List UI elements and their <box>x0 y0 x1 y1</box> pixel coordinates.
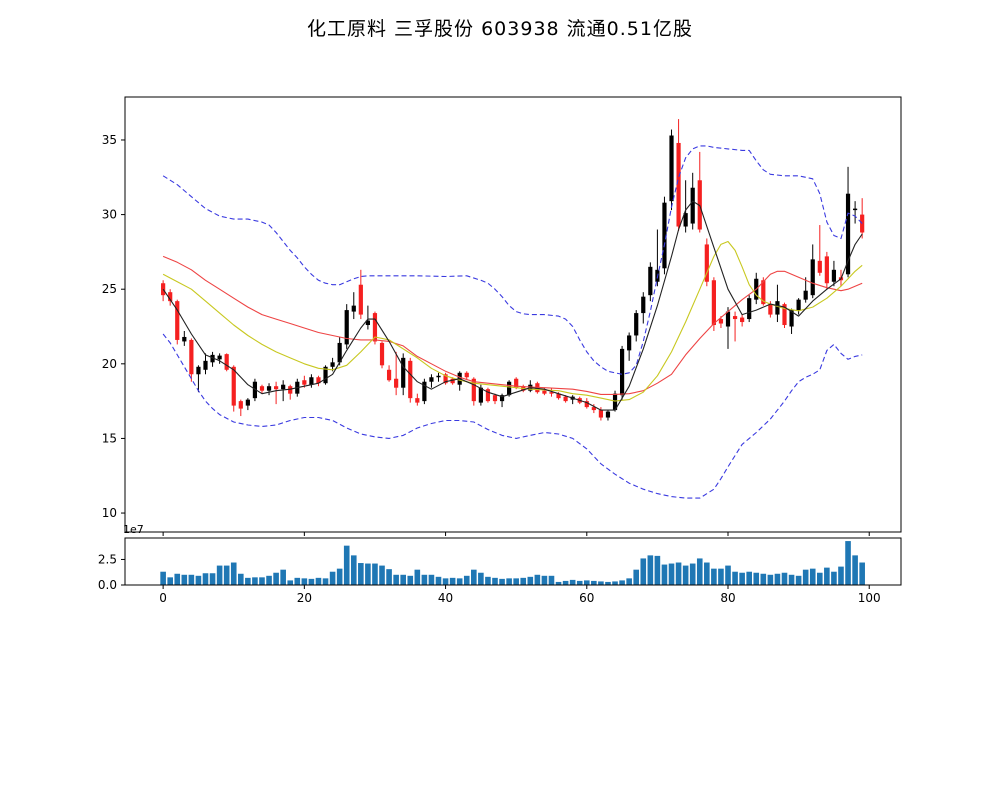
svg-text:80: 80 <box>720 591 735 605</box>
svg-text:20: 20 <box>102 357 117 371</box>
volume-scale-offset-label: 1e7 <box>123 523 144 536</box>
svg-text:0: 0 <box>159 591 167 605</box>
svg-text:35: 35 <box>102 133 117 147</box>
svg-text:2.5: 2.5 <box>98 552 117 566</box>
svg-text:20: 20 <box>297 591 312 605</box>
svg-text:10: 10 <box>102 506 117 520</box>
svg-text:60: 60 <box>579 591 594 605</box>
overlay-lines <box>162 145 863 499</box>
volume-bars <box>160 541 865 585</box>
chart-title: 化工原料 三孚股份 603938 流通0.51亿股 <box>307 18 693 40</box>
svg-text:25: 25 <box>102 282 117 296</box>
svg-text:100: 100 <box>858 591 881 605</box>
candlesticks <box>161 119 865 421</box>
svg-text:30: 30 <box>102 208 117 222</box>
svg-text:0.0: 0.0 <box>98 578 117 592</box>
svg-text:15: 15 <box>102 431 117 445</box>
axes: 10 15 20 25 30 35 0.0 2.5 0 20 40 60 80 100 1e7 <box>98 96 902 605</box>
svg-text:40: 40 <box>438 591 453 605</box>
